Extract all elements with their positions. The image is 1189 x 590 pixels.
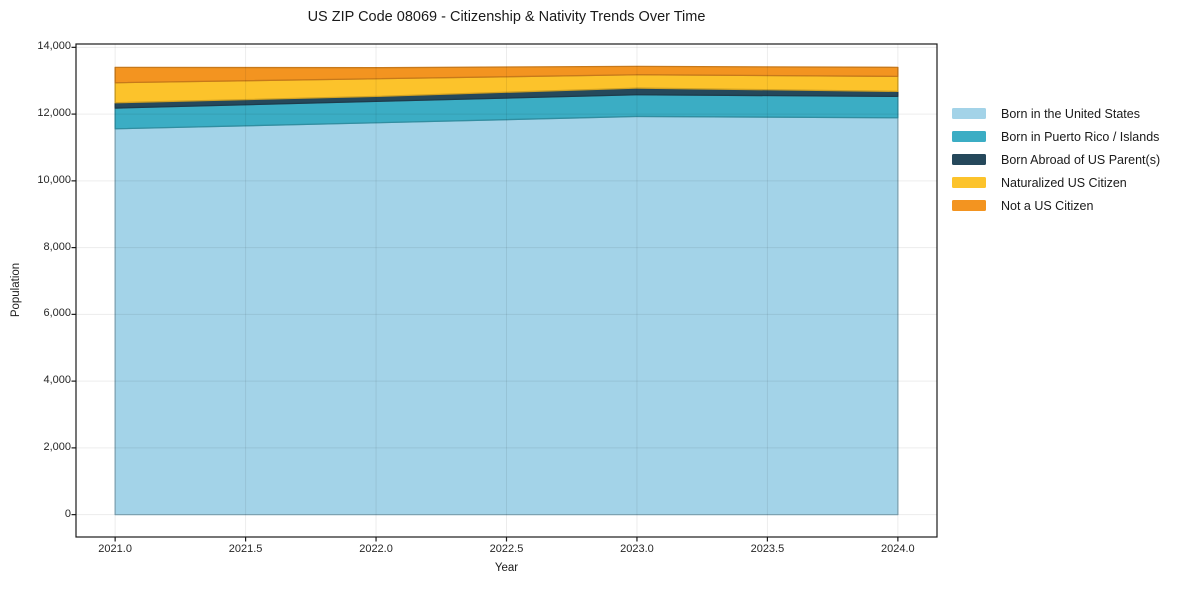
legend-item-label: Born Abroad of US Parent(s) — [1001, 152, 1161, 167]
legend-item-label: Born in the United States — [1001, 106, 1140, 121]
legend-swatch — [952, 200, 986, 211]
legend-item: Born in the United States — [952, 102, 1160, 125]
legend-item: Not a US Citizen — [952, 194, 1160, 217]
x-axis-label: Year — [494, 562, 519, 574]
legend-item: Naturalized US Citizen — [952, 171, 1160, 194]
x-tick-label: 2021.5 — [228, 543, 263, 555]
area-not-a-us-citizen — [114, 65, 899, 84]
legend-swatch — [952, 154, 986, 165]
x-tick-label: 2022.5 — [489, 543, 524, 555]
y-tick-label: 12,000 — [37, 107, 71, 120]
legend-swatch — [952, 131, 986, 142]
y-tick-label: 2,000 — [43, 440, 71, 453]
y-axis-label: Population — [10, 262, 22, 318]
x-tick-label: 2024.0 — [881, 543, 915, 555]
y-tick-label: 8,000 — [43, 240, 71, 253]
y-tick-label: 14,000 — [37, 40, 71, 53]
legend-item: Born Abroad of US Parent(s) — [952, 148, 1160, 171]
legend-item-label: Born in Puerto Rico / Islands — [1001, 129, 1160, 144]
legend-item-label: Naturalized US Citizen — [1001, 175, 1127, 190]
legend-swatch — [952, 108, 986, 119]
x-tick-label: 2021.0 — [98, 543, 132, 555]
chart-title: US ZIP Code 08069 - Citizenship & Nativi… — [307, 9, 706, 25]
x-tick-label: 2023.5 — [750, 543, 785, 555]
y-tick-label: 4,000 — [43, 374, 71, 387]
legend-item-label: Not a US Citizen — [1001, 198, 1094, 213]
y-tick-label: 6,000 — [43, 307, 71, 320]
legend: Born in the United States Born in Puerto … — [952, 102, 1160, 217]
legend-swatch — [952, 177, 986, 188]
y-tick-label: 10,000 — [37, 173, 71, 186]
y-tick-label: 0 — [64, 507, 71, 520]
x-tick-label: 2023.0 — [620, 543, 654, 555]
x-tick-label: 2022.0 — [359, 543, 393, 555]
legend-item: Born in Puerto Rico / Islands — [952, 125, 1160, 148]
